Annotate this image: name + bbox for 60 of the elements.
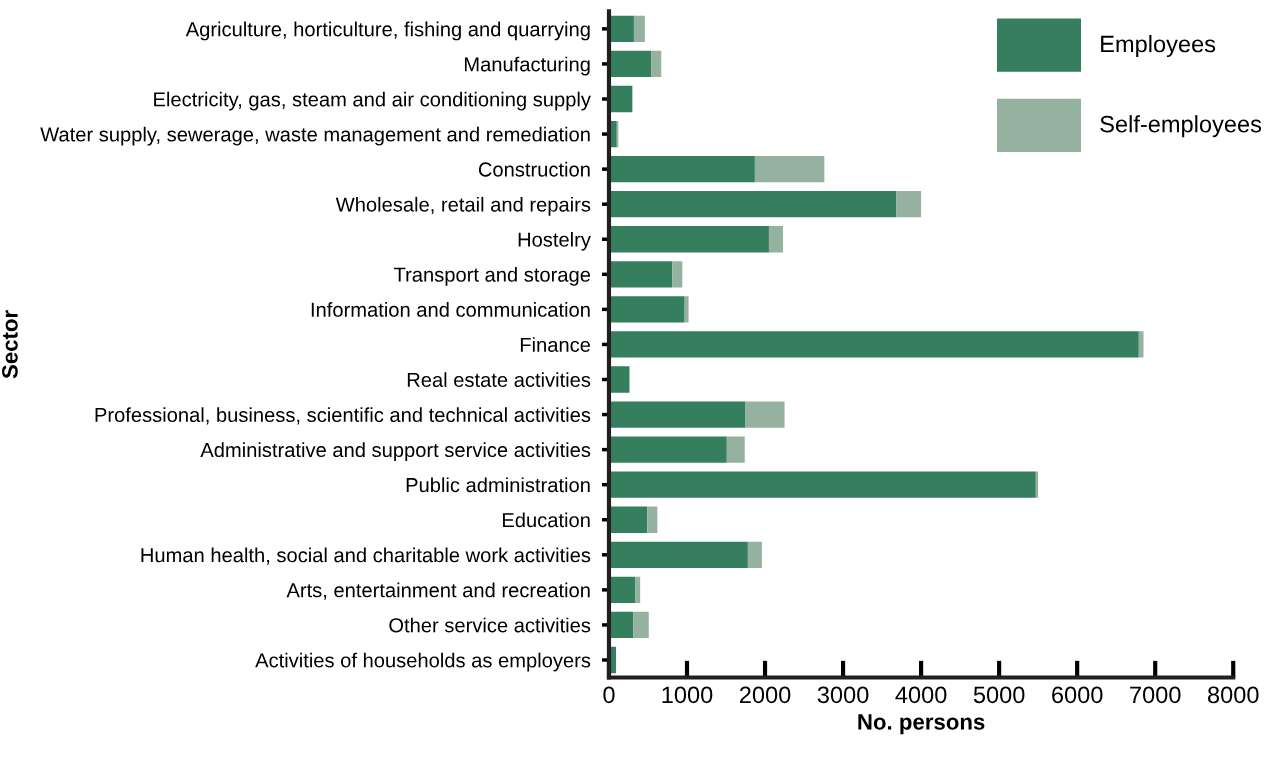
- bar: [608, 611, 634, 639]
- legend-label: Employees: [1101, 34, 1216, 57]
- bar: [647, 506, 658, 533]
- x-tick-label: 7000: [1130, 686, 1181, 704]
- y-tick-label: Information and communication: [311, 302, 590, 317]
- y-tick-label: Hostelry: [518, 231, 591, 251]
- bar: [726, 436, 745, 463]
- y-tick-label: Wholesale, retail and repairs: [335, 196, 591, 216]
- y-tick-label: Water supply, sewerage, waste management and remediation: [40, 126, 590, 146]
- y-tick-label: Education: [503, 512, 590, 528]
- bar: [768, 226, 783, 253]
- x-tick-label: 1000: [662, 686, 713, 704]
- x-tick-label: 4000: [895, 686, 947, 704]
- bar: [608, 366, 630, 393]
- bar: [608, 436, 727, 463]
- y-tick-label: Transport and storage: [394, 267, 591, 286]
- y-tick-label: Professional, business, scientific and technical activities: [95, 407, 591, 425]
- x-axis-title: No. persons: [858, 714, 985, 735]
- bar: [747, 541, 762, 568]
- x-tick-label: 6000: [1052, 686, 1103, 704]
- bar: [608, 331, 1139, 358]
- bar: [745, 401, 785, 428]
- bar: [754, 155, 825, 183]
- bar: [608, 261, 673, 288]
- bar: [672, 261, 683, 288]
- bar: [608, 576, 636, 604]
- bar: [608, 15, 634, 43]
- y-tick-label: Activities of households as employers: [255, 652, 591, 672]
- bar: [608, 155, 755, 183]
- x-tick-label: 8000: [1208, 686, 1259, 704]
- bar: [608, 296, 685, 323]
- bar: [608, 541, 748, 568]
- x-tick-label: 5000: [973, 686, 1025, 704]
- y-tick-label: Arts, entertainment and recreation: [286, 582, 590, 600]
- y-tick-label: Finance: [520, 337, 591, 352]
- bar: [608, 226, 769, 253]
- bar: [608, 471, 1036, 498]
- x-tick-label: 2000: [739, 686, 791, 704]
- y-tick-label: Other service activities: [389, 617, 591, 633]
- bar: [608, 506, 648, 533]
- x-tick-label: 3000: [817, 686, 869, 704]
- y-tick-label: Agriculture, horticulture, fishing and quarrying: [185, 21, 590, 41]
- bar: [633, 15, 645, 43]
- bar: [651, 50, 662, 78]
- bar: [896, 191, 922, 218]
- y-tick-label: Manufacturing: [464, 56, 590, 76]
- x-tick-label: 0: [603, 686, 615, 704]
- bar: [633, 611, 649, 639]
- y-tick-label: Administrative and support service activities: [200, 442, 591, 462]
- y-tick-label: Public administration: [406, 477, 590, 493]
- bar: [608, 191, 897, 218]
- bar: [684, 296, 689, 323]
- bar: [608, 50, 652, 78]
- y-tick-label: Electricity, gas, steam and air conditioning supply: [154, 91, 591, 111]
- bar: [608, 401, 746, 428]
- y-tick-label: Construction: [478, 161, 590, 177]
- legend-label: Self-employees: [1100, 115, 1262, 138]
- y-axis-title: Sector: [2, 310, 18, 379]
- y-tick-label: Human health, social and charitable work activities: [141, 547, 591, 565]
- y-tick-label: Real estate activities: [407, 372, 591, 387]
